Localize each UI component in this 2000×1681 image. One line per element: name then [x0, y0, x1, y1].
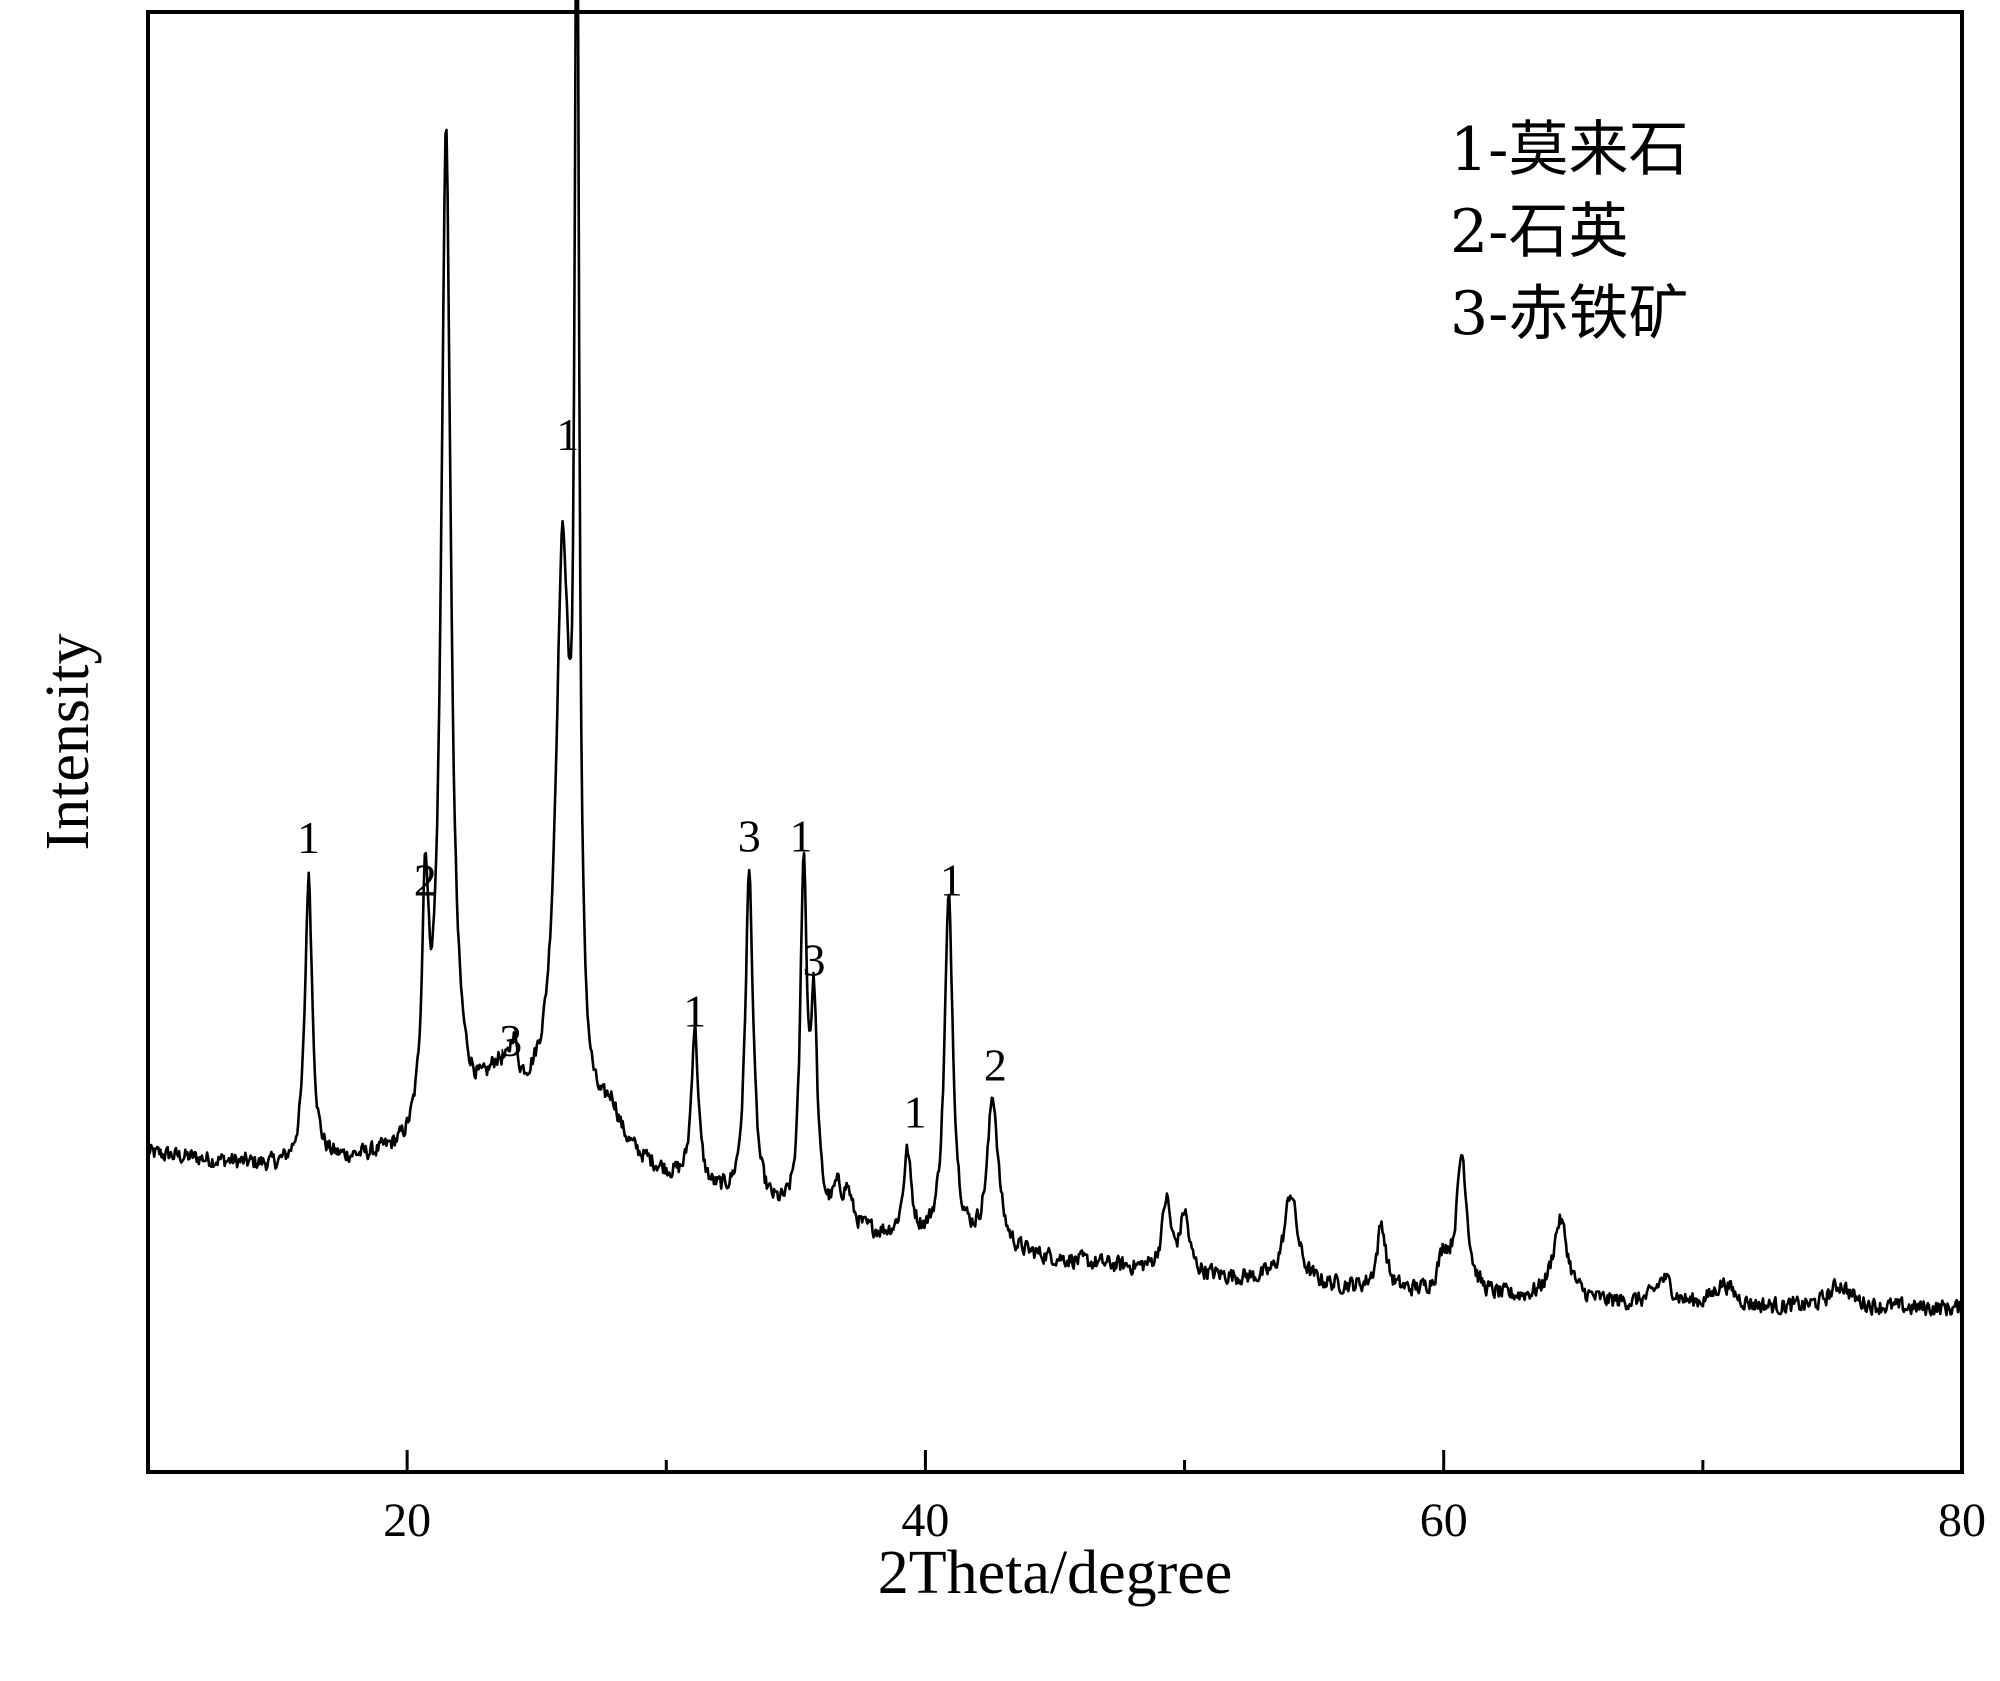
- x-axis: 20 40 60 80: [383, 1450, 1986, 1547]
- peak-labels: 123121313112: [297, 409, 1007, 1137]
- x-tick-label: 40: [901, 1494, 949, 1547]
- legend-entry-2: 2-石英: [1450, 197, 1628, 267]
- x-tick-label: 60: [1420, 1494, 1468, 1547]
- peak-label: 3: [802, 935, 825, 986]
- x-axis-title: 2Theta/degree: [878, 1539, 1233, 1607]
- x-tick-label: 80: [1938, 1494, 1986, 1547]
- peak-label: 1: [940, 854, 963, 905]
- peak-label: 3: [738, 811, 761, 862]
- peak-label: 2: [414, 854, 437, 905]
- legend: 1-莫来石 2-石英 3-赤铁矿: [1450, 115, 1688, 349]
- series-line: [146, 0, 1964, 1317]
- peak-label: 2: [984, 1040, 1007, 1091]
- plot-frame: [146, 10, 1964, 1474]
- peak-label: 1: [556, 409, 579, 460]
- peak-label: 3: [499, 1015, 522, 1066]
- x-tick-label: 20: [383, 1494, 431, 1547]
- y-axis-title: Intensity: [34, 634, 102, 851]
- peak-label: 1: [683, 986, 706, 1037]
- peak-label: 1: [904, 1086, 927, 1137]
- legend-entry-3: 3-赤铁矿: [1450, 279, 1688, 349]
- peak-label: 1: [790, 811, 813, 862]
- peak-label: 1: [297, 812, 320, 863]
- legend-entry-1: 1-莫来石: [1450, 115, 1688, 185]
